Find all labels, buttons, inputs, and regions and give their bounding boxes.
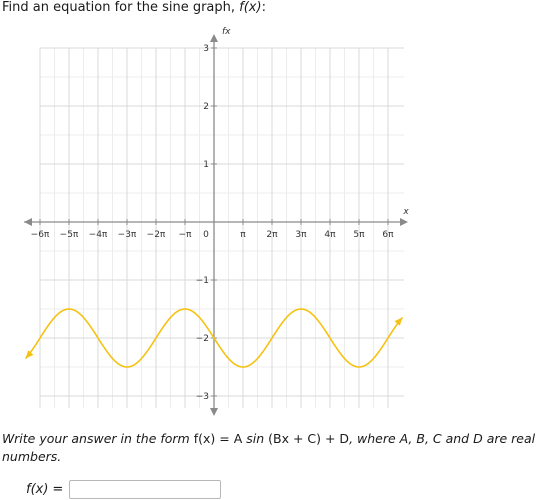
x-axis-left-arrow xyxy=(24,218,32,226)
x-tick-label: −π xyxy=(179,230,193,240)
y-tick-label: −3 xyxy=(196,392,209,402)
x-tick-label: −3π xyxy=(118,230,137,240)
y-tick-label: 3 xyxy=(203,44,209,54)
sine-curve xyxy=(24,308,404,368)
x-axis-label: x xyxy=(402,207,409,217)
x-tick-label: 3π xyxy=(295,230,307,240)
answer-row: f(x) = xyxy=(26,478,222,500)
y-axis-label: fx xyxy=(222,27,231,37)
x-axis-right-arrow xyxy=(400,218,408,226)
y-tick-label: 2 xyxy=(203,102,209,112)
prompt-function-name: f(x) xyxy=(239,0,262,15)
instructions-form: f(x) = A xyxy=(193,431,243,446)
answer-label: f(x) xyxy=(26,481,49,497)
y-axis-bottom-arrow xyxy=(210,408,218,416)
x-tick-label: −5π xyxy=(60,230,79,240)
curve-right-arrow xyxy=(394,317,403,326)
y-tick-label: −2 xyxy=(196,334,209,344)
curve-left-arrow xyxy=(25,350,34,359)
x-tick-label: −6π xyxy=(31,230,50,240)
x-tick-label: −2π xyxy=(147,230,166,240)
y-axis-top-arrow xyxy=(210,34,218,42)
instructions-suffix: , where A, B, C and D are real numbers. xyxy=(2,431,536,464)
prompt-suffix: : xyxy=(261,0,266,15)
question-prompt: Find an equation for the sine graph, f(x… xyxy=(2,0,266,16)
answer-equals-sign: = xyxy=(52,481,64,497)
x-tick-label: 0 xyxy=(203,230,209,240)
x-tick-label: 5π xyxy=(353,230,365,240)
sine-graph: −6π −5π −4π −3π −2π −π 0 π 2π 3π 4π 5π 6π −3 −2 −1 1 2 3 x f… xyxy=(24,27,409,416)
x-tick-label: 6π xyxy=(382,230,394,240)
x-tick-label: 4π xyxy=(324,230,336,240)
y-tick-label: 1 xyxy=(203,160,209,170)
instructions-middle: (Bx + C) + D xyxy=(264,431,350,446)
instructions-prefix: Write your answer in the form xyxy=(2,431,194,446)
answer-input[interactable] xyxy=(69,479,222,499)
answer-instructions: Write your answer in the form f(x) = A s… xyxy=(2,430,556,466)
x-tick-label: π xyxy=(240,230,246,240)
x-tick-label: 2π xyxy=(266,230,278,240)
prompt-text: Find an equation for the sine graph, xyxy=(2,0,240,15)
y-tick-label: −1 xyxy=(196,276,209,286)
instructions-sin: sin xyxy=(246,431,265,446)
x-tick-label: −4π xyxy=(89,230,108,240)
